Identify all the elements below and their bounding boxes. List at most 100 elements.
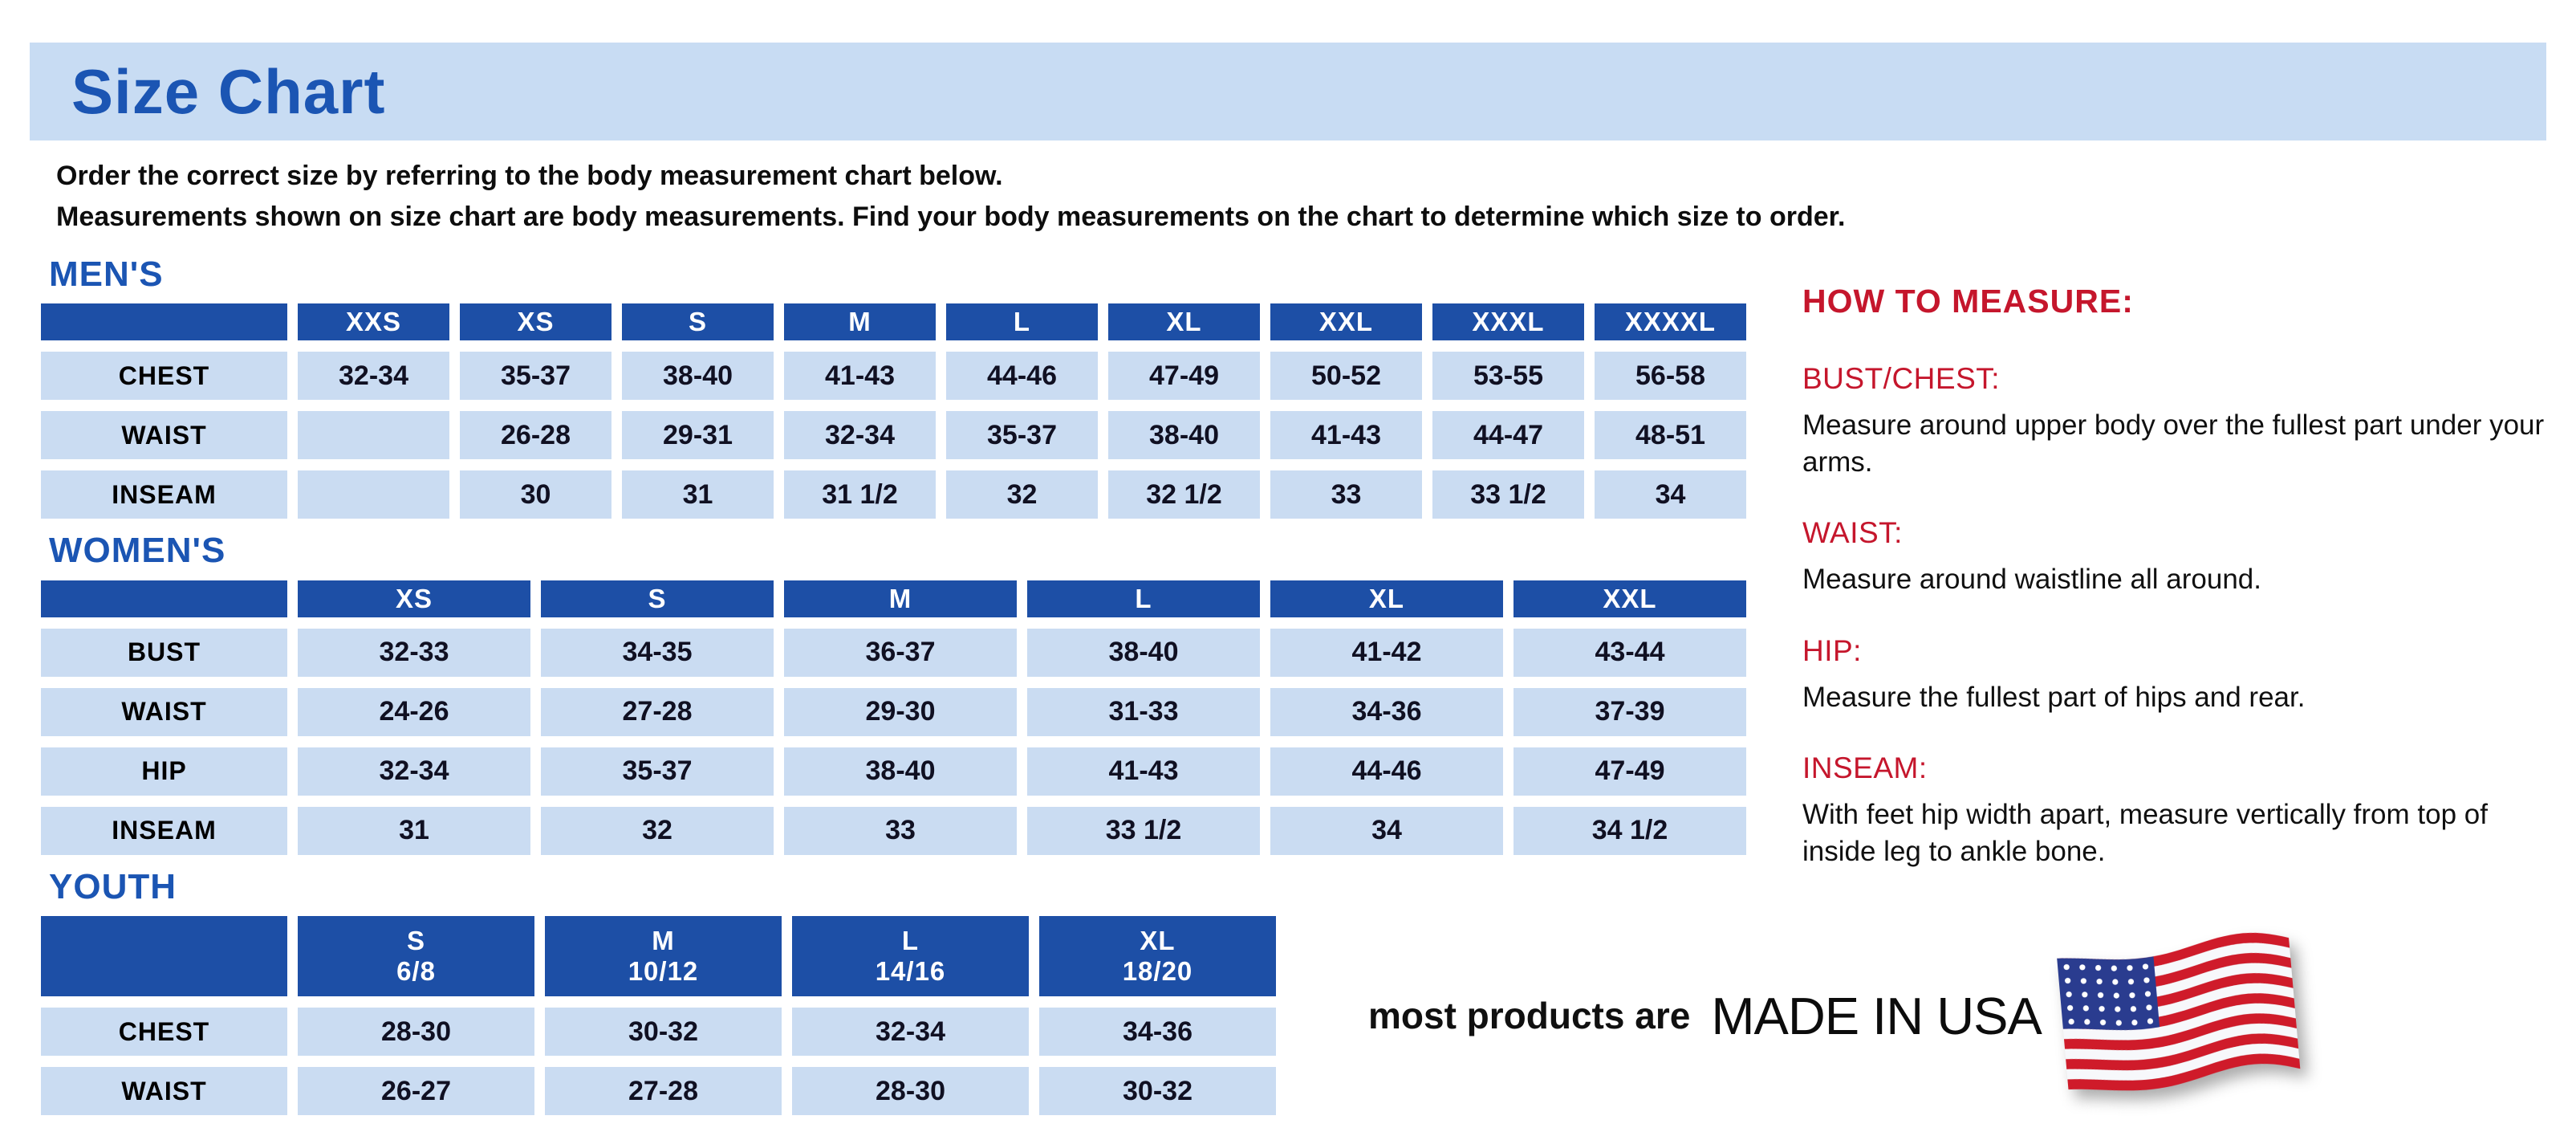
- page-title: Size Chart: [71, 55, 386, 127]
- womens-row-label-cell: INSEAM: [41, 806, 287, 855]
- mens-data-cell: 53-55: [1432, 352, 1584, 401]
- womens-data-cell: 24-26: [298, 687, 530, 736]
- us-flag-icon: [2055, 921, 2310, 1110]
- womens-data-cell: 34-35: [541, 628, 774, 677]
- mens-column-header-cell: S: [622, 303, 774, 341]
- measure-text-waist: Measure around waistline all around.: [1802, 564, 2261, 596]
- youth-column-header-cell: M 10/12: [545, 916, 782, 997]
- mens-column-header-cell: L: [946, 303, 1098, 341]
- measure-label-waist: WAIST:: [1802, 516, 1903, 550]
- youth-size-table: S 6/8 M 10/12 L 14/16 XL 18/20 CHEST 28-30 30-32 32…: [41, 916, 1758, 1116]
- measure-label-inseam: INSEAM:: [1802, 751, 1928, 784]
- mens-column-header-cell: XL: [1108, 303, 1260, 341]
- womens-row-label-cell: BUST: [41, 628, 287, 677]
- mens-data-cell: [298, 470, 449, 519]
- section-heading-youth: YOUTH: [49, 866, 177, 906]
- mens-data-cell: 32-34: [784, 411, 936, 460]
- mens-column-header-cell: XS: [460, 303, 611, 341]
- youth-data-cell: 27-28: [545, 1067, 782, 1116]
- how-to-measure-panel: HOW TO MEASURE: BUST/CHEST: Measure arou…: [1802, 283, 2557, 870]
- measure-label-bust-chest: BUST/CHEST:: [1802, 362, 2001, 395]
- mens-data-cell: 31: [622, 470, 774, 519]
- youth-row-label-cell: CHEST: [41, 1008, 287, 1057]
- mens-data-cell: 32: [946, 470, 1098, 519]
- womens-table-corner-cell: [41, 580, 287, 617]
- made-in-usa-prefix: most products are: [1368, 995, 1691, 1036]
- womens-data-cell: 34-36: [1270, 687, 1503, 736]
- womens-data-cell: 35-37: [541, 747, 774, 796]
- womens-data-cell: 33: [784, 806, 1017, 855]
- made-in-usa-label: MADE IN USA: [1711, 986, 2042, 1045]
- womens-column-header-cell: XS: [298, 580, 530, 617]
- mens-data-cell: 50-52: [1270, 352, 1422, 401]
- size-tables-column: MEN'S XXS XS S M L XL XXL XXXL XXXXL CHEST 32-34 35…: [41, 254, 1758, 1116]
- mens-data-cell: 48-51: [1595, 411, 1746, 460]
- womens-data-cell: 34 1/2: [1514, 806, 1746, 855]
- womens-data-cell: 31-33: [1027, 687, 1260, 736]
- made-in-usa-footer: most products are MADE IN USA: [1368, 923, 2556, 1108]
- mens-column-header-cell: XXXXL: [1595, 303, 1746, 341]
- mens-data-cell: 33: [1270, 470, 1422, 519]
- mens-data-cell: 44-46: [946, 352, 1098, 401]
- mens-row-label-cell: WAIST: [41, 411, 287, 460]
- mens-data-cell: 41-43: [784, 352, 936, 401]
- womens-data-cell: 38-40: [784, 747, 1017, 796]
- mens-data-cell: [298, 411, 449, 460]
- youth-data-cell: 26-27: [298, 1067, 534, 1116]
- mens-column-header-cell: XXS: [298, 303, 449, 341]
- womens-data-cell: 37-39: [1514, 687, 1746, 736]
- mens-row-label-cell: INSEAM: [41, 470, 287, 519]
- youth-column-header-cell: XL 18/20: [1039, 916, 1276, 997]
- intro-line-1: Order the correct size by referring to t…: [56, 161, 1003, 191]
- mens-data-cell: 31 1/2: [784, 470, 936, 519]
- womens-column-header-cell: L: [1027, 580, 1260, 617]
- womens-data-cell: 29-30: [784, 687, 1017, 736]
- womens-data-cell: 44-46: [1270, 747, 1503, 796]
- intro-line-2: Measurements shown on size chart are bod…: [56, 202, 1846, 232]
- womens-data-cell: 32: [541, 806, 774, 855]
- womens-data-cell: 32-33: [298, 628, 530, 677]
- how-to-measure-heading: HOW TO MEASURE:: [1802, 283, 2134, 320]
- mens-column-header-cell: M: [784, 303, 936, 341]
- mens-row-label-cell: CHEST: [41, 352, 287, 401]
- womens-column-header-cell: S: [541, 580, 774, 617]
- mens-data-cell: 38-40: [622, 352, 774, 401]
- womens-size-table: XS S M L XL XXL BUST 32-33 34-35 36-37 38-40 41-42 4…: [41, 580, 1758, 855]
- mens-data-cell: 35-37: [460, 352, 611, 401]
- youth-row-label-cell: WAIST: [41, 1067, 287, 1116]
- mens-data-cell: 47-49: [1108, 352, 1260, 401]
- measure-text-inseam: With feet hip width apart, measure verti…: [1802, 798, 2488, 867]
- mens-size-table: XXS XS S M L XL XXL XXXL XXXXL CHEST 32-34 35-37 38-…: [41, 303, 1758, 519]
- mens-data-cell: 56-58: [1595, 352, 1746, 401]
- measure-text-hip: Measure the fullest part of hips and rea…: [1802, 681, 2306, 713]
- womens-data-cell: 32-34: [298, 747, 530, 796]
- youth-data-cell: 28-30: [298, 1008, 534, 1057]
- youth-data-cell: 34-36: [1039, 1008, 1276, 1057]
- mens-data-cell: 35-37: [946, 411, 1098, 460]
- intro-text: Order the correct size by referring to t…: [56, 156, 2504, 238]
- womens-data-cell: 41-43: [1027, 747, 1260, 796]
- youth-data-cell: 32-34: [792, 1008, 1029, 1057]
- womens-data-cell: 36-37: [784, 628, 1017, 677]
- mens-table-corner-cell: [41, 303, 287, 341]
- youth-table-corner-cell: [41, 916, 287, 997]
- mens-column-header-cell: XXXL: [1432, 303, 1584, 341]
- youth-column-header-cell: L 14/16: [792, 916, 1029, 997]
- mens-data-cell: 41-43: [1270, 411, 1422, 460]
- womens-data-cell: 41-42: [1270, 628, 1503, 677]
- youth-data-cell: 30-32: [1039, 1067, 1276, 1116]
- mens-data-cell: 44-47: [1432, 411, 1584, 460]
- mens-data-cell: 29-31: [622, 411, 774, 460]
- womens-data-cell: 47-49: [1514, 747, 1746, 796]
- womens-data-cell: 27-28: [541, 687, 774, 736]
- measure-label-hip: HIP:: [1802, 633, 1862, 667]
- mens-data-cell: 30: [460, 470, 611, 519]
- womens-data-cell: 38-40: [1027, 628, 1260, 677]
- womens-row-label-cell: WAIST: [41, 687, 287, 736]
- mens-data-cell: 32 1/2: [1108, 470, 1260, 519]
- mens-data-cell: 34: [1595, 470, 1746, 519]
- womens-column-header-cell: XXL: [1514, 580, 1746, 617]
- womens-data-cell: 34: [1270, 806, 1503, 855]
- section-heading-mens: MEN'S: [49, 254, 164, 294]
- measure-text-bust-chest: Measure around upper body over the fulle…: [1802, 409, 2545, 478]
